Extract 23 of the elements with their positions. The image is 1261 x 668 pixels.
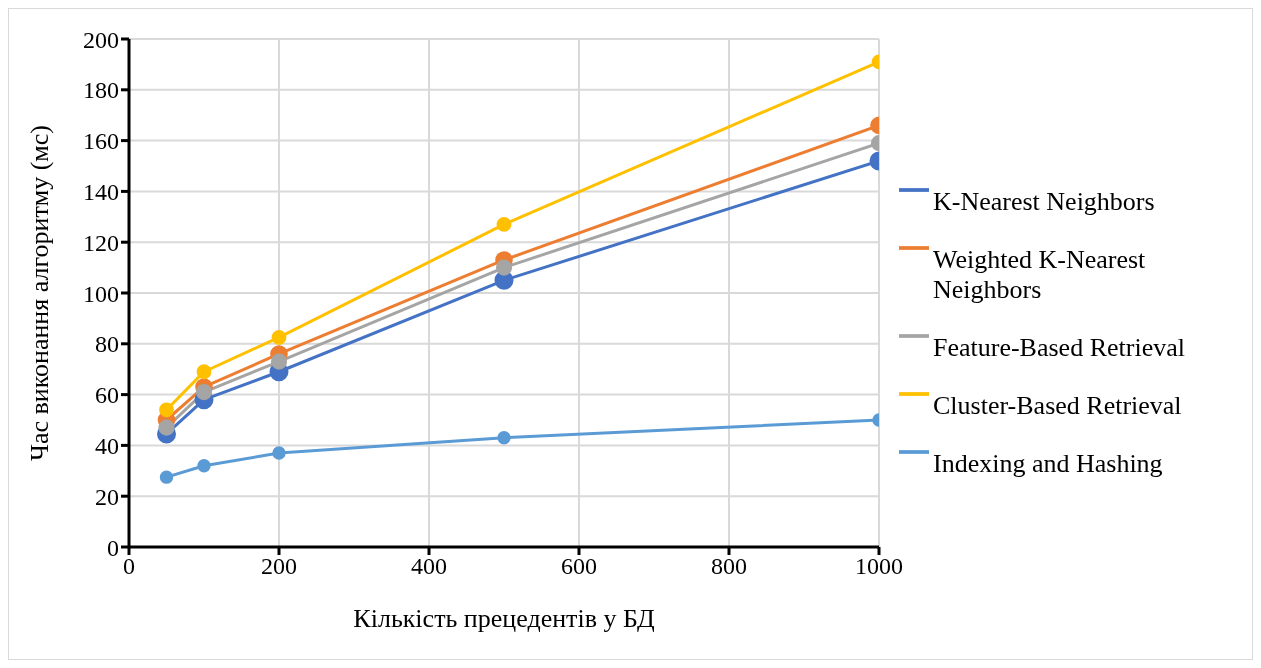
legend-label: Feature-Based Retrieval [933, 333, 1186, 363]
y-tick-label: 20 [95, 483, 119, 510]
y-tick-label: 100 [83, 280, 119, 307]
x-axis-title: Кількість прецедентів у БД [353, 604, 655, 633]
x-tick-label: 400 [411, 553, 447, 580]
y-tick-label: 140 [83, 178, 119, 205]
legend-label: K-Nearest Neighbors [933, 187, 1156, 217]
y-tick-label: 200 [83, 26, 119, 53]
legend-label: Indexing and Hashing [933, 449, 1164, 479]
y-tick-label: 160 [83, 128, 119, 155]
x-tick-label: 600 [561, 553, 597, 580]
x-tick-label: 1000 [855, 553, 903, 580]
legend-label: Weighted K-Nearest Neighbors [933, 245, 1147, 305]
y-tick-label: 120 [83, 229, 119, 256]
y-axis-title: Час виконання алгоритму (мс) [25, 124, 55, 462]
y-tick-label: 0 [107, 534, 119, 561]
y-tick-label: 40 [95, 432, 119, 459]
legend-label: Cluster-Based Retrieval [933, 391, 1183, 421]
x-tick-label: 200 [261, 553, 297, 580]
x-tick-label: 800 [711, 553, 747, 580]
y-tick-label: 80 [95, 331, 119, 358]
y-tick-label: 180 [83, 77, 119, 104]
y-tick-label: 60 [95, 382, 119, 409]
